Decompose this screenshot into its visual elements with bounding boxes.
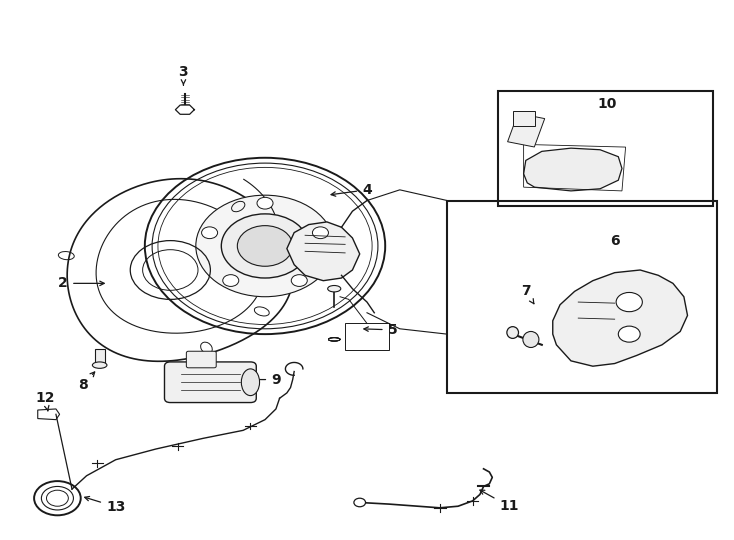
Text: 1: 1: [314, 244, 339, 258]
Circle shape: [202, 227, 217, 239]
Circle shape: [618, 326, 640, 342]
Text: 7: 7: [521, 285, 534, 304]
Bar: [447, 200, 716, 393]
Ellipse shape: [327, 286, 341, 292]
Ellipse shape: [523, 332, 539, 348]
Polygon shape: [553, 270, 688, 366]
Text: 12: 12: [35, 392, 55, 411]
FancyBboxPatch shape: [164, 362, 256, 402]
Text: 3: 3: [178, 65, 188, 85]
Text: 2: 2: [59, 276, 104, 291]
Polygon shape: [287, 222, 360, 281]
Text: 8: 8: [78, 372, 95, 392]
Circle shape: [196, 195, 334, 296]
Circle shape: [257, 197, 273, 209]
Ellipse shape: [241, 369, 260, 396]
Text: 9: 9: [247, 373, 281, 387]
Text: 11: 11: [480, 490, 519, 513]
Text: 5: 5: [364, 323, 397, 337]
Circle shape: [291, 275, 308, 286]
Ellipse shape: [92, 362, 107, 368]
Bar: [95, 349, 105, 365]
Ellipse shape: [507, 327, 518, 339]
Text: 13: 13: [84, 496, 126, 514]
Circle shape: [616, 293, 642, 312]
Bar: [345, 323, 389, 350]
Circle shape: [313, 227, 328, 239]
Text: 4: 4: [331, 183, 372, 197]
Circle shape: [222, 214, 309, 278]
Text: 6: 6: [610, 234, 619, 248]
Bar: [512, 111, 534, 126]
Bar: [508, 113, 545, 147]
FancyBboxPatch shape: [186, 351, 217, 368]
Circle shape: [222, 275, 239, 286]
Circle shape: [354, 498, 366, 507]
Bar: [498, 91, 713, 206]
Circle shape: [237, 226, 293, 266]
Text: 10: 10: [597, 97, 617, 111]
Polygon shape: [523, 148, 622, 191]
